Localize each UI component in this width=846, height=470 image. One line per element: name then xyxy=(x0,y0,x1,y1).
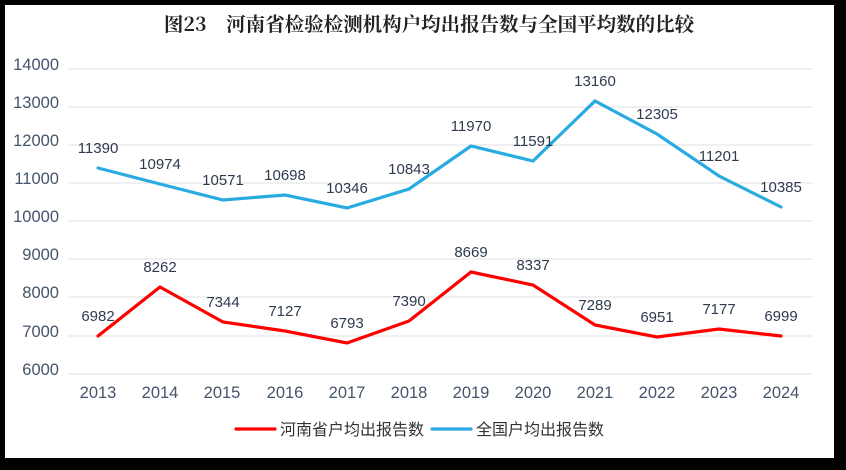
svg-text:2022: 2022 xyxy=(639,384,676,402)
svg-text:11390: 11390 xyxy=(78,140,119,157)
svg-text:11591: 11591 xyxy=(513,133,554,150)
svg-text:6951: 6951 xyxy=(640,309,673,326)
svg-text:10571: 10571 xyxy=(202,172,244,189)
svg-text:13000: 13000 xyxy=(13,94,59,112)
svg-text:10698: 10698 xyxy=(264,167,306,184)
svg-text:8262: 8262 xyxy=(143,259,176,276)
svg-text:2015: 2015 xyxy=(204,384,241,402)
svg-text:2020: 2020 xyxy=(515,384,552,402)
svg-text:7289: 7289 xyxy=(578,297,611,314)
svg-text:6982: 6982 xyxy=(81,308,114,325)
svg-text:2021: 2021 xyxy=(577,384,614,402)
svg-text:11201: 11201 xyxy=(699,148,740,165)
svg-text:8669: 8669 xyxy=(454,244,487,261)
svg-text:2019: 2019 xyxy=(453,384,490,402)
svg-text:6999: 6999 xyxy=(764,308,797,325)
svg-text:10000: 10000 xyxy=(13,208,59,226)
svg-text:7000: 7000 xyxy=(22,323,59,341)
svg-text:10385: 10385 xyxy=(760,179,802,196)
svg-text:13160: 13160 xyxy=(574,73,616,90)
svg-text:7344: 7344 xyxy=(206,294,239,311)
svg-text:12305: 12305 xyxy=(636,106,678,123)
svg-text:12000: 12000 xyxy=(13,132,59,150)
svg-text:2014: 2014 xyxy=(142,384,179,402)
svg-text:7390: 7390 xyxy=(392,293,425,310)
svg-text:14000: 14000 xyxy=(13,56,59,74)
svg-text:6793: 6793 xyxy=(330,315,363,332)
svg-text:11970: 11970 xyxy=(451,118,492,135)
svg-text:6000: 6000 xyxy=(22,361,59,379)
svg-text:2018: 2018 xyxy=(391,384,428,402)
svg-text:2023: 2023 xyxy=(701,384,738,402)
svg-text:2017: 2017 xyxy=(329,384,366,402)
svg-text:全国户均出报告数: 全国户均出报告数 xyxy=(476,416,604,440)
svg-text:10843: 10843 xyxy=(388,161,430,178)
svg-text:2013: 2013 xyxy=(80,384,117,402)
svg-text:8337: 8337 xyxy=(516,257,549,274)
svg-text:7177: 7177 xyxy=(702,301,735,318)
svg-text:10346: 10346 xyxy=(326,180,368,197)
svg-text:河南省户均出报告数: 河南省户均出报告数 xyxy=(280,416,424,440)
svg-text:11000: 11000 xyxy=(14,170,59,188)
svg-text:9000: 9000 xyxy=(22,246,59,264)
svg-text:10974: 10974 xyxy=(139,156,181,173)
svg-text:2016: 2016 xyxy=(267,384,304,402)
svg-text:2024: 2024 xyxy=(763,384,800,402)
svg-text:8000: 8000 xyxy=(22,284,59,302)
svg-text:7127: 7127 xyxy=(268,303,301,320)
